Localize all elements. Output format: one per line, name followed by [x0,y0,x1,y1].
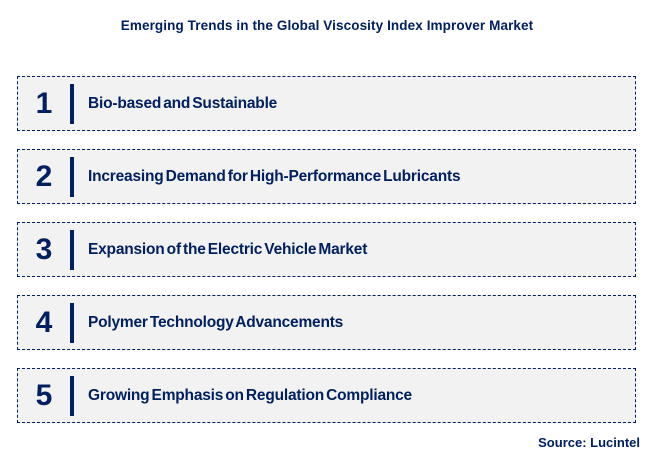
trend-label: Polymer Technology Advancements [88,313,344,331]
trend-label: Bio-based and Sustainable [88,94,278,112]
source-label: Source: Lucintel [538,435,640,450]
trend-number: 1 [35,86,53,120]
trend-number: 5 [35,378,53,412]
trend-list: 1 Bio-based and Sustainable 2 Increasing… [17,76,636,423]
page-title: Emerging Trends in the Global Viscosity … [120,18,534,33]
trend-number: 4 [35,305,53,339]
trend-divider-bar [70,302,74,343]
trend-divider-bar [70,156,74,197]
trend-row-2: 2 Increasing Demand for High-Performance… [17,149,636,204]
trend-row-3: 3 Expansion of the Electric Vehicle Mark… [17,222,636,277]
trend-divider-bar [70,375,74,416]
trend-row-1: 1 Bio-based and Sustainable [17,76,636,131]
trend-number: 3 [35,232,53,266]
trend-row-4: 4 Polymer Technology Advancements [17,295,636,350]
trend-label: Growing Emphasis on Regulation Complianc… [88,386,412,404]
trend-label: Increasing Demand for High-Performance L… [88,167,461,185]
trend-divider-bar [70,83,74,124]
trend-divider-bar [70,229,74,270]
trend-row-5: 5 Growing Emphasis on Regulation Complia… [17,368,636,423]
trend-number: 2 [35,159,53,193]
trend-label: Expansion of the Electric Vehicle Market [88,240,368,258]
